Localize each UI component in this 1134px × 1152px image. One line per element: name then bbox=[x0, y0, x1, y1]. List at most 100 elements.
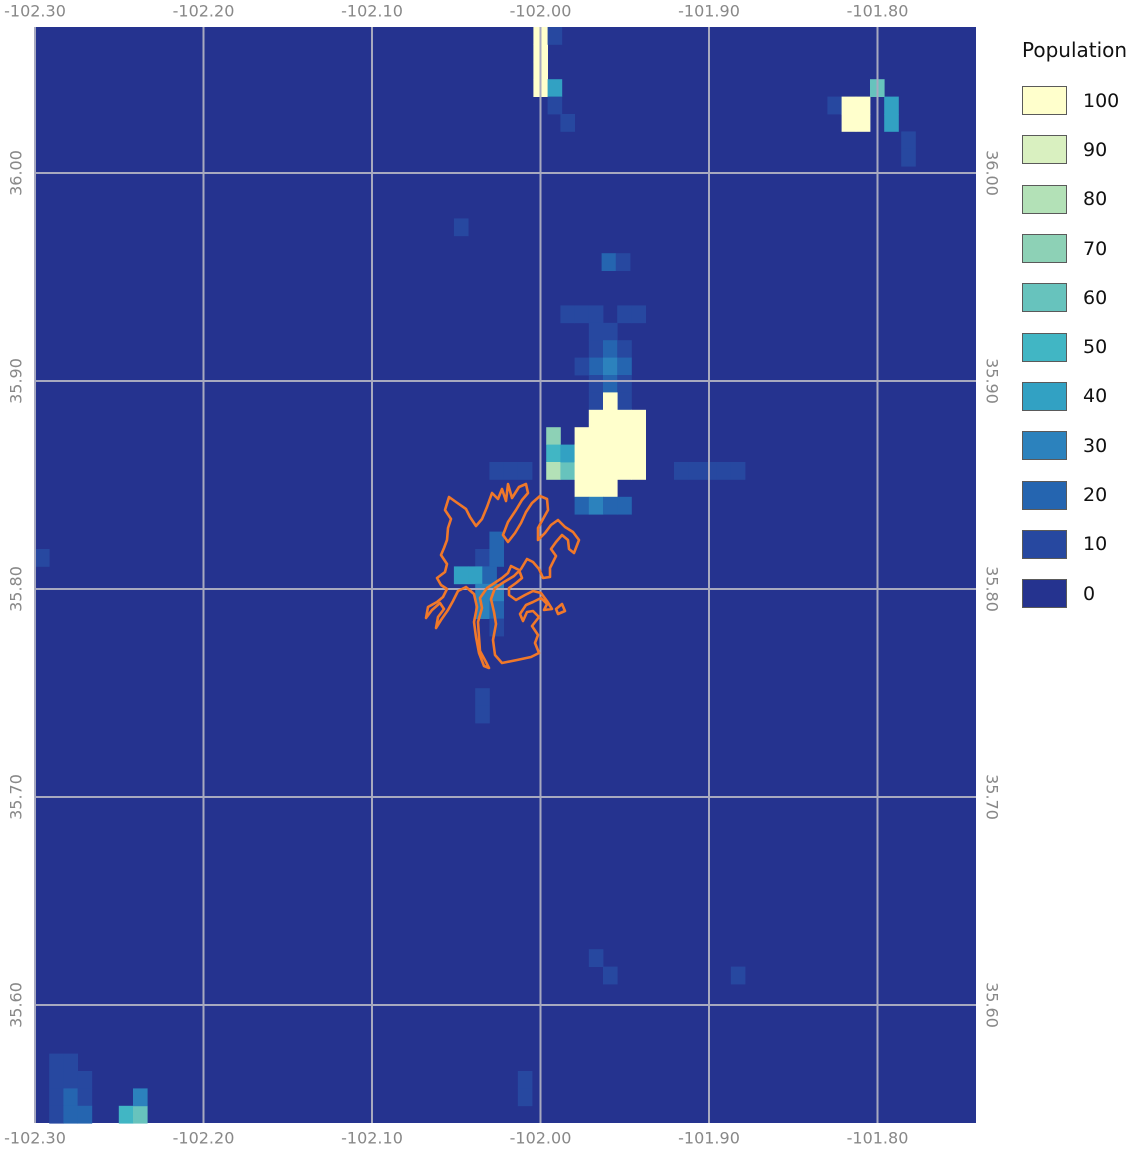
population-cell bbox=[547, 96, 563, 115]
population-cell bbox=[35, 549, 50, 567]
population-cell bbox=[546, 427, 561, 445]
population-cell bbox=[574, 462, 590, 480]
graticule bbox=[34, 27, 976, 1123]
latitude-label-left: 35.60 bbox=[7, 982, 26, 1028]
population-cell bbox=[475, 705, 490, 724]
population-cell bbox=[617, 357, 632, 376]
population-cell bbox=[517, 1088, 533, 1107]
population-cell bbox=[884, 114, 899, 132]
population-cell bbox=[588, 340, 604, 358]
population-cell bbox=[631, 444, 646, 463]
population-cell bbox=[63, 1053, 78, 1072]
legend-swatch bbox=[1022, 283, 1067, 313]
latitude-label-left: 36.00 bbox=[7, 150, 26, 196]
latitude-label-left: 35.70 bbox=[7, 774, 26, 820]
population-cell bbox=[901, 148, 916, 167]
population-cell bbox=[603, 340, 618, 358]
legend-label: 30 bbox=[1083, 434, 1108, 457]
longitude-label-bottom: -101.80 bbox=[847, 1129, 909, 1148]
population-cell bbox=[588, 496, 604, 515]
latitude-label-left: 35.90 bbox=[7, 358, 26, 404]
population-cell bbox=[482, 566, 497, 585]
legend-label: 50 bbox=[1083, 336, 1108, 359]
population-cell bbox=[855, 96, 871, 115]
legend-item: 90 bbox=[1022, 125, 1134, 174]
population-cell bbox=[615, 253, 631, 271]
city-boundary-outline bbox=[424, 482, 581, 670]
population-cell bbox=[631, 427, 646, 445]
latitude-label-right: 35.80 bbox=[983, 566, 1002, 612]
longitude-label-bottom: -102.00 bbox=[510, 1129, 572, 1148]
population-cell bbox=[453, 218, 469, 237]
population-cell bbox=[547, 79, 563, 97]
population-cell bbox=[603, 375, 618, 393]
population-cell bbox=[49, 1053, 64, 1072]
population-cell bbox=[475, 688, 490, 706]
legend-swatch bbox=[1022, 480, 1067, 510]
population-cell bbox=[603, 462, 618, 480]
population-cell bbox=[560, 114, 575, 132]
population-cell bbox=[603, 409, 618, 428]
population-cell bbox=[517, 462, 533, 480]
longitude-label-top: -101.90 bbox=[678, 2, 740, 21]
population-cell bbox=[603, 496, 618, 515]
population-cell bbox=[603, 444, 618, 463]
population-cell bbox=[617, 392, 632, 411]
population-cell bbox=[503, 462, 519, 480]
population-cell bbox=[560, 305, 575, 324]
longitude-label-top: -102.00 bbox=[510, 2, 572, 21]
population-cell bbox=[841, 114, 857, 132]
population-cell bbox=[588, 305, 604, 324]
population-cell bbox=[716, 462, 732, 480]
legend: Population 100 90 80 70 60 50 40 30 20 10 0 bbox=[1022, 38, 1134, 618]
population-cell bbox=[588, 392, 604, 411]
population-cell bbox=[631, 305, 646, 324]
population-cell bbox=[588, 322, 604, 341]
population-cell bbox=[617, 496, 632, 515]
legend-item: 40 bbox=[1022, 372, 1134, 421]
population-cell bbox=[603, 479, 618, 498]
legend-swatch bbox=[1022, 135, 1067, 165]
population-cell bbox=[588, 444, 604, 463]
population-cell bbox=[617, 340, 632, 358]
population-cell bbox=[603, 322, 618, 341]
legend-label: 70 bbox=[1083, 237, 1108, 260]
population-cell bbox=[631, 409, 646, 428]
population-cell bbox=[588, 462, 604, 480]
legend-swatch bbox=[1022, 529, 1067, 559]
population-cell bbox=[546, 444, 561, 463]
population-cell bbox=[603, 357, 618, 376]
population-cell bbox=[603, 966, 618, 985]
legend-swatch bbox=[1022, 431, 1067, 461]
longitude-label-bottom: -102.10 bbox=[341, 1129, 403, 1148]
population-cell bbox=[489, 531, 504, 550]
population-cell bbox=[77, 1105, 93, 1124]
longitude-label-top: -102.20 bbox=[173, 2, 235, 21]
legend-label: 10 bbox=[1083, 533, 1108, 556]
population-cell bbox=[574, 427, 590, 445]
population-cell bbox=[133, 1105, 148, 1124]
legend-swatch bbox=[1022, 86, 1067, 116]
population-cell bbox=[617, 444, 632, 463]
legend-swatch bbox=[1022, 332, 1067, 362]
population-cell bbox=[855, 114, 871, 132]
population-cell bbox=[517, 1071, 533, 1089]
population-cell bbox=[588, 427, 604, 445]
population-cell bbox=[884, 96, 899, 115]
latitude-label-right: 35.90 bbox=[983, 358, 1002, 404]
population-cell bbox=[77, 1071, 93, 1089]
legend-label: 90 bbox=[1083, 138, 1108, 161]
legend-item: 30 bbox=[1022, 421, 1134, 470]
legend-label: 40 bbox=[1083, 385, 1108, 408]
population-cell bbox=[688, 462, 703, 480]
population-cell bbox=[489, 618, 504, 637]
population-cell bbox=[560, 444, 575, 463]
legend-label: 100 bbox=[1083, 89, 1120, 112]
population-cell bbox=[133, 1088, 148, 1107]
population-cell bbox=[588, 409, 604, 428]
latitude-label-left: 35.80 bbox=[7, 566, 26, 612]
legend-label: 0 bbox=[1083, 582, 1096, 605]
population-cell bbox=[901, 131, 916, 150]
legend-item: 80 bbox=[1022, 175, 1134, 224]
